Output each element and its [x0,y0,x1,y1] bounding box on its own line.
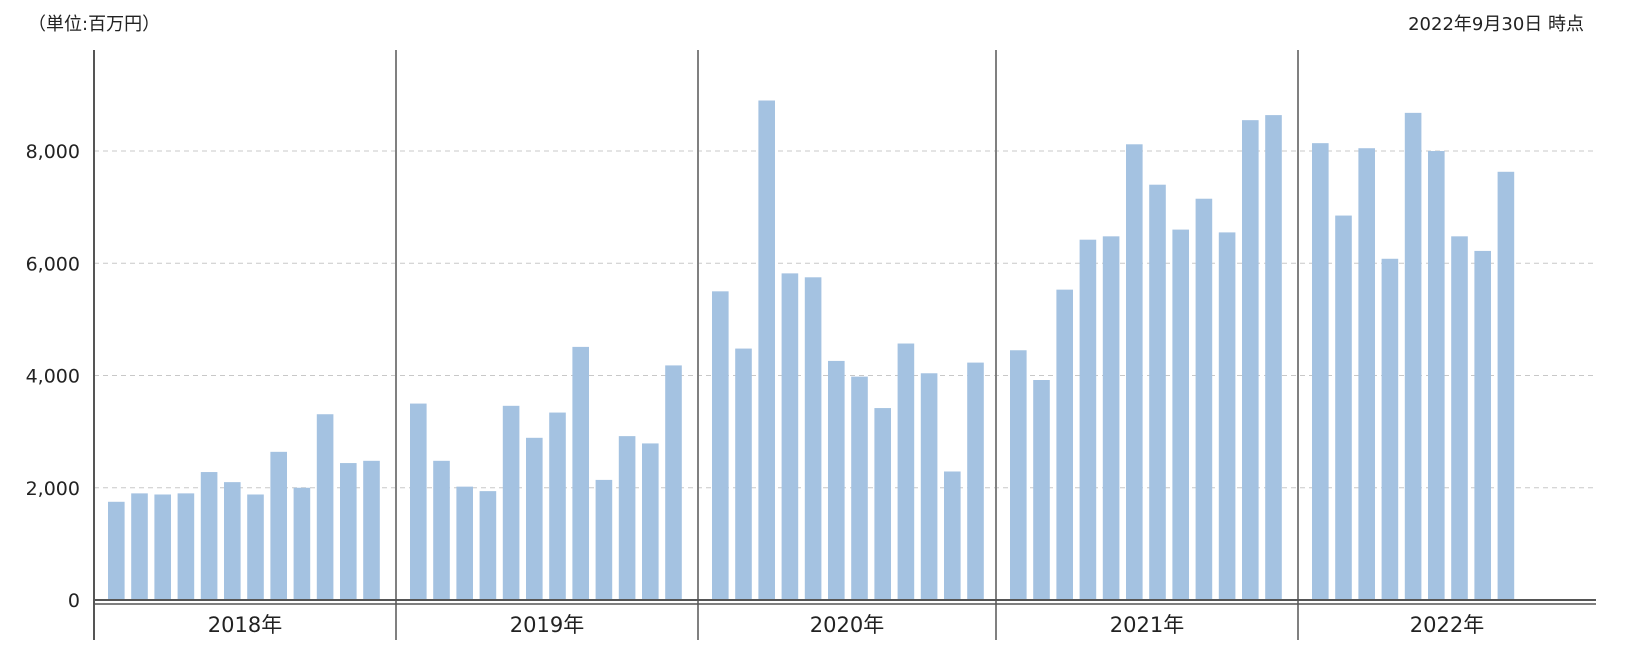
year-label: 2018年 [208,613,282,637]
year-label: 2019年 [510,613,584,637]
bar [316,414,334,600]
bar [1265,115,1282,600]
bar [618,436,636,600]
bar [479,491,497,600]
bar [1102,236,1120,600]
bar [1033,380,1050,600]
bar [642,443,659,600]
bar [549,412,566,600]
bar [1312,143,1329,600]
bar [224,482,241,600]
bar [735,348,752,600]
bar [131,493,148,600]
bar [920,373,938,600]
bar [410,403,427,600]
bar [526,437,543,600]
bar [1381,258,1399,600]
bar [456,486,473,600]
bar [758,100,775,601]
bar [154,494,171,600]
bar [781,273,799,600]
bar [712,291,729,600]
bar [851,376,868,600]
y-tick-label: 8,000 [26,141,80,163]
bar [1195,198,1213,600]
year-label: 2020年 [810,613,884,637]
bar [874,408,891,600]
as-of-date-label: 2022年9月30日 時点 [1408,14,1584,35]
bar [1218,232,1236,601]
bar [1126,144,1143,601]
bar [665,365,682,600]
bar [828,360,845,600]
bar [1242,120,1259,600]
bar [108,501,125,600]
bar [595,479,613,600]
y-tick-label: 2,000 [26,478,80,500]
year-label: 2021年 [1110,613,1184,637]
bar [177,493,195,600]
bar [293,487,311,600]
unit-label: （単位:百万円） [28,14,161,35]
bar [1172,229,1189,600]
bar [1079,239,1097,600]
bar [1010,350,1027,600]
bar [270,451,287,600]
bar [200,472,218,600]
y-tick-label: 0 [68,590,80,612]
bar [572,346,589,600]
bar [433,460,450,600]
y-tick-label: 4,000 [26,366,80,388]
bar [340,463,357,600]
bar [1474,250,1491,600]
bar [363,460,380,600]
bar [1428,151,1445,601]
bar [1056,289,1073,600]
y-tick-label: 6,000 [26,253,80,275]
bar [1358,148,1375,600]
bar [944,471,961,600]
bar [897,343,915,600]
bar [967,362,984,600]
bar [1335,215,1352,600]
bar [1497,171,1515,601]
bar [247,494,264,600]
bar [1404,112,1422,600]
bar [502,405,520,600]
bar [1451,236,1468,600]
year-label: 2022年 [1410,613,1484,637]
bar [804,277,822,600]
bar [1149,184,1166,600]
